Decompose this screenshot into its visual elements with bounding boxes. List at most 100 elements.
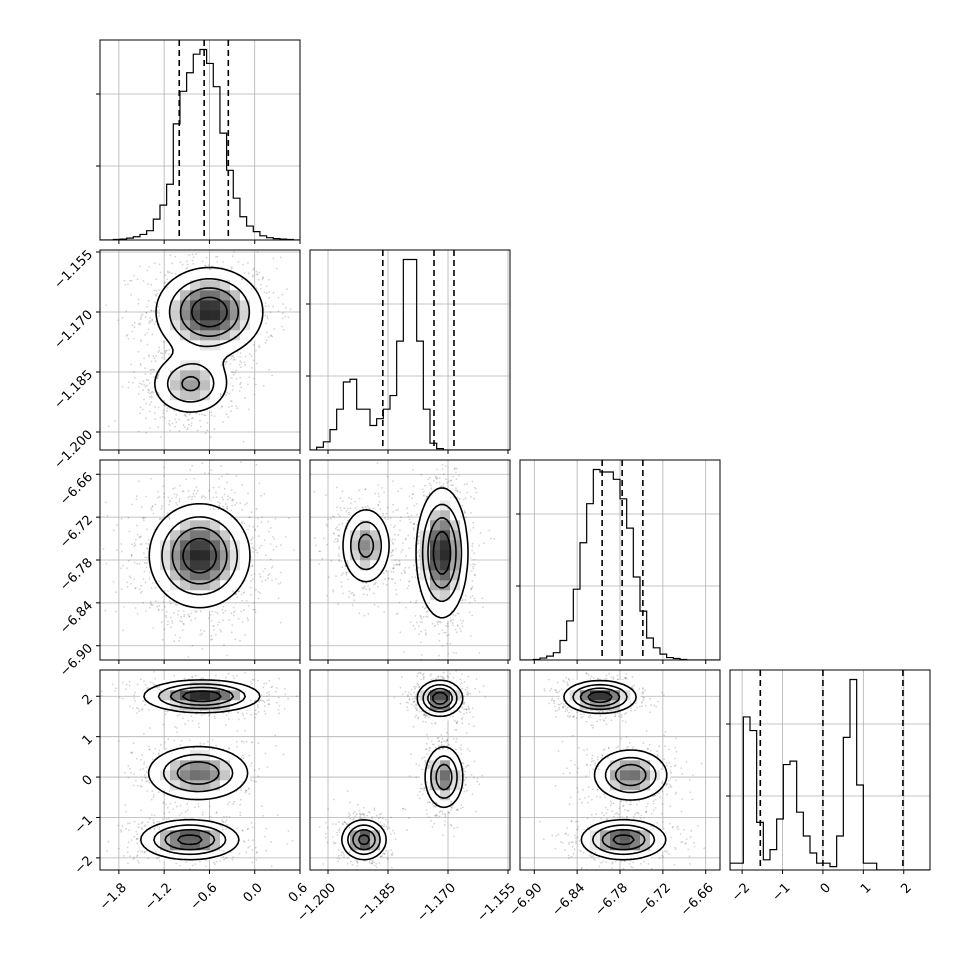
scatter-point	[466, 483, 468, 485]
scatter-point	[471, 614, 474, 617]
scatter-point	[131, 543, 134, 546]
scatter-point	[269, 558, 272, 561]
scatter-point	[235, 378, 238, 380]
scatter-point	[128, 530, 131, 533]
scatter-point	[468, 611, 471, 613]
scatter-point	[153, 369, 156, 371]
density-cell	[190, 330, 201, 341]
scatter-point	[383, 491, 385, 494]
scatter-point	[210, 638, 212, 641]
scatter-point	[412, 528, 415, 531]
scatter-point	[138, 382, 141, 385]
scatter-point	[250, 580, 252, 583]
density-cell	[220, 330, 231, 341]
scatter-point	[264, 579, 267, 582]
scatter-point	[407, 534, 410, 537]
scatter-point	[150, 369, 153, 371]
scatter-point	[145, 610, 147, 612]
scatter-point	[410, 514, 413, 517]
scatter-point	[416, 543, 419, 545]
density-cell	[190, 570, 201, 581]
scatter-point	[152, 391, 155, 394]
scatter-point	[127, 337, 130, 340]
scatter-point	[252, 269, 255, 271]
scatter-point	[405, 606, 407, 609]
scatter-point	[263, 291, 266, 294]
scatter-point	[270, 527, 272, 529]
density-cell	[200, 570, 211, 581]
scatter-point	[127, 381, 130, 383]
contour-1-0-3	[191, 296, 228, 328]
scatter-point	[203, 630, 206, 632]
density-cell	[210, 310, 221, 321]
scatter-point	[157, 373, 160, 376]
scatter-point	[133, 376, 136, 379]
scatter-point	[252, 359, 255, 362]
scatter-point	[452, 451, 454, 453]
scatter-point	[235, 592, 238, 595]
scatter-point	[395, 563, 398, 566]
scatter-point	[157, 375, 160, 377]
scatter-point	[105, 304, 108, 307]
density-cell	[230, 320, 241, 331]
scatter-point	[217, 486, 220, 488]
scatter-point	[262, 384, 265, 387]
scatter-point	[452, 613, 455, 616]
scatter-point	[461, 599, 464, 602]
scatter-point	[190, 422, 193, 425]
scatter-point	[129, 582, 132, 585]
scatter-point	[158, 263, 161, 266]
scatter-point	[342, 572, 344, 575]
scatter-point	[474, 573, 477, 576]
scatter-point	[277, 583, 280, 585]
scatter-point	[213, 628, 215, 631]
scatter-point	[238, 390, 241, 392]
scatter-point	[231, 266, 233, 269]
scatter-point	[264, 302, 267, 304]
scatter-point	[137, 480, 140, 483]
scatter-point	[114, 420, 116, 422]
scatter-point	[186, 266, 189, 269]
scatter-point	[472, 567, 475, 570]
scatter-point	[474, 487, 477, 490]
scatter-point	[247, 383, 249, 386]
scatter-point	[151, 604, 154, 607]
scatter-point	[235, 405, 237, 408]
scatter-point	[129, 279, 132, 282]
scatter-point	[162, 340, 165, 343]
density-cell	[210, 370, 221, 381]
scatter-point	[367, 612, 370, 615]
density-cell	[180, 520, 191, 531]
scatter-point	[146, 269, 149, 272]
scatter-point	[450, 619, 452, 621]
density-cell	[160, 560, 171, 571]
scatter-point	[248, 376, 251, 378]
scatter-point	[308, 315, 310, 317]
scatter-point	[130, 555, 133, 557]
scatter-point	[471, 580, 474, 582]
scatter-point	[267, 520, 269, 523]
scatter-point	[153, 412, 156, 414]
scatter-point	[431, 454, 433, 456]
scatter-point	[239, 244, 241, 246]
scatter-point	[438, 639, 441, 642]
scatter-point	[268, 291, 271, 293]
scatter-point	[459, 630, 462, 632]
scatter-point	[200, 610, 202, 613]
scatter-point	[383, 611, 386, 614]
scatter-point	[120, 543, 122, 545]
scatter-point	[457, 624, 459, 627]
density-cell	[180, 550, 191, 561]
scatter-point	[210, 411, 213, 414]
scatter-point	[424, 484, 426, 487]
scatter-point	[437, 620, 440, 623]
scatter-point	[252, 525, 255, 528]
scatter-point	[253, 573, 256, 575]
scatter-point	[161, 609, 164, 611]
density-cell	[200, 380, 211, 391]
contour-1-0-1	[166, 277, 251, 403]
scatter-point	[425, 615, 427, 618]
scatter-point	[139, 265, 142, 268]
scatter-point	[285, 536, 287, 538]
scatter-point	[166, 286, 169, 289]
